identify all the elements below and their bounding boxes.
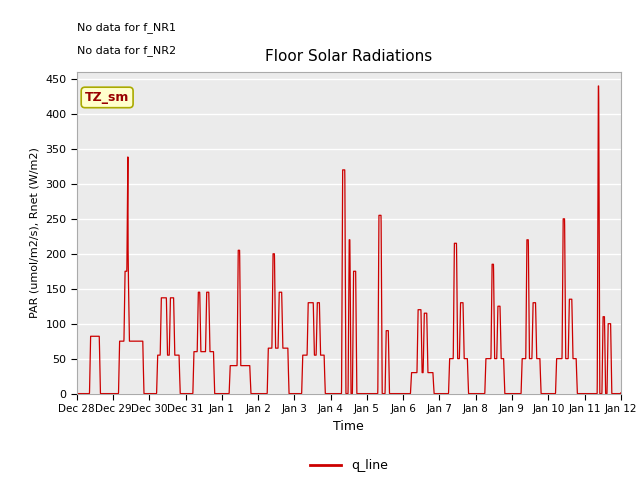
Text: TZ_sm: TZ_sm [85,91,129,104]
X-axis label: Time: Time [333,420,364,432]
Title: Floor Solar Radiations: Floor Solar Radiations [265,49,433,64]
Legend: q_line: q_line [305,455,393,478]
Text: No data for f_NR1: No data for f_NR1 [77,22,176,33]
Text: No data for f_NR2: No data for f_NR2 [77,45,176,56]
Y-axis label: PAR (umol/m2/s), Rnet (W/m2): PAR (umol/m2/s), Rnet (W/m2) [29,147,40,318]
